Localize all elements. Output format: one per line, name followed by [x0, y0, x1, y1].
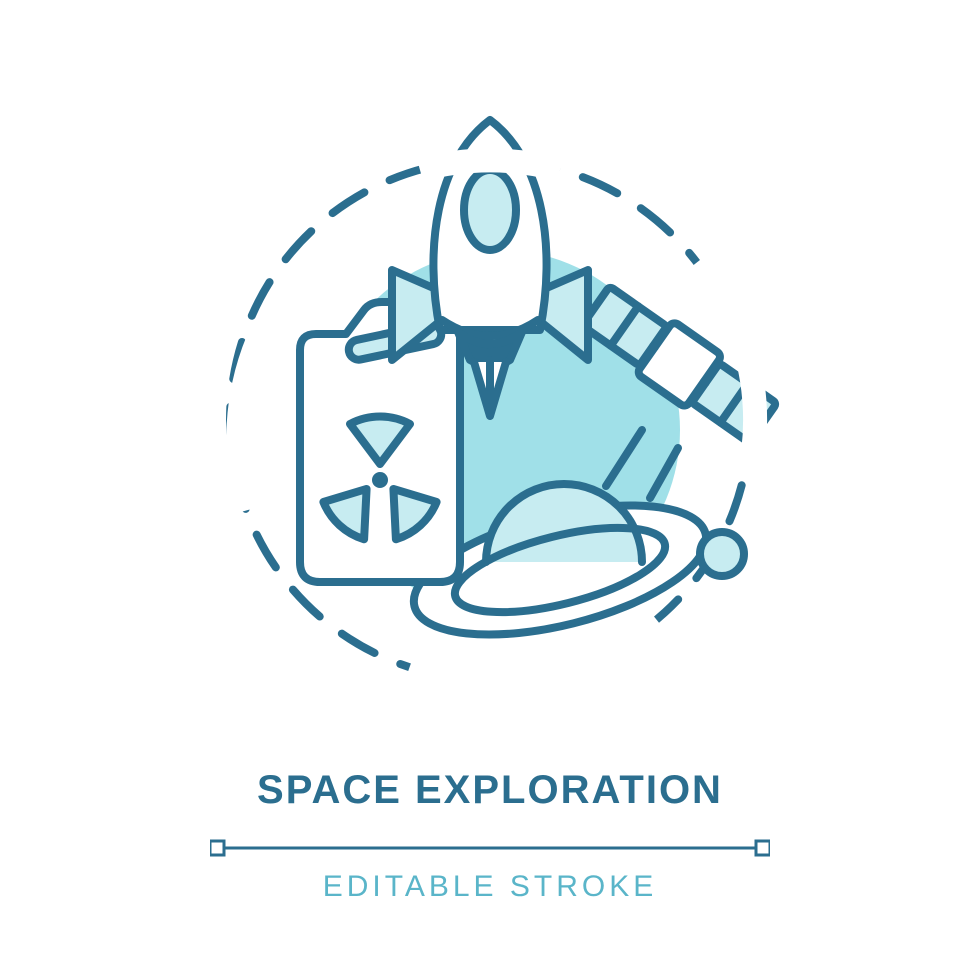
title-text: SPACE EXPLORATION	[0, 768, 980, 813]
divider-line	[210, 838, 770, 858]
space-exploration-illustration	[0, 0, 980, 740]
infographic-stage: SPACE EXPLORATION EDITABLE STROKE	[0, 0, 980, 980]
subtitle-text: EDITABLE STROKE	[0, 870, 980, 904]
nuclear-canister-icon	[300, 302, 460, 582]
